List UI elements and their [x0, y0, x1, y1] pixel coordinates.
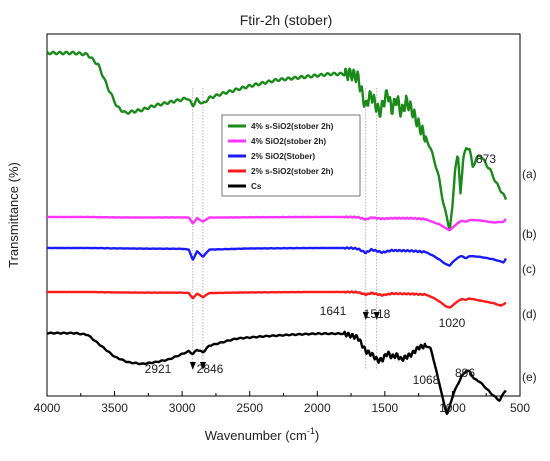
x-tick-label: 3500: [101, 401, 128, 415]
legend-entry-label: 4% s-SiO2(stober 2h): [251, 122, 334, 131]
x-tick-label: 500: [510, 401, 530, 415]
annotation-label-2921: 2921: [145, 362, 172, 376]
x-tick-label: 3000: [169, 401, 196, 415]
series-line-d: [46, 290, 507, 309]
series-label-e: (e): [522, 370, 537, 384]
y-axis-title: Transmittance (%): [6, 162, 21, 268]
x-axis: 4000 3500 3000 2500 2000 1500 1000 500: [34, 391, 530, 415]
x-tick-label: 2000: [304, 401, 331, 415]
series-label-a: (a): [522, 167, 537, 181]
annotation-arrow: [362, 312, 369, 320]
series-line-e: [46, 330, 507, 415]
series-label-c: (c): [522, 262, 536, 276]
annotation-arrow: [199, 362, 206, 370]
x-tick-label: 2500: [236, 401, 263, 415]
legend-entry-label: Cs: [251, 182, 262, 191]
annotation-label-873: 873: [476, 152, 496, 166]
legend-entry-label: 2% SiO2(Stober): [251, 152, 315, 161]
peak-annotations: 873164115181020292128461068896: [145, 152, 497, 387]
vertical-guide-lines: [192, 88, 378, 370]
x-axis-title-text: Wavenumber (cm: [205, 428, 307, 443]
x-axis-title-superscript: -1: [307, 426, 315, 436]
spectra-lines: [46, 50, 508, 415]
annotation-label-1068: 1068: [413, 373, 440, 387]
x-tick-label: 4000: [34, 401, 61, 415]
annotation-label-896: 896: [455, 366, 475, 380]
annotation-arrow: [373, 312, 380, 320]
legend-entry-label: 4% SiO2(stober 2h): [251, 137, 326, 146]
x-tick-label: 1000: [439, 401, 466, 415]
legend-entry-label: 2% s-SiO2(stober 2h): [251, 167, 334, 176]
chart-title: Ftir-2h (stober): [240, 12, 333, 28]
x-axis-title: Wavenumber (cm-1): [205, 426, 319, 443]
plot-frame: [46, 33, 521, 397]
annotation-arrow: [189, 362, 196, 370]
annotation-label-1641: 1641: [320, 304, 347, 318]
annotation-label-1020: 1020: [439, 316, 466, 330]
legend: 4% s-SiO2(stober 2h) 4% SiO2(stober 2h) 2%…: [221, 114, 361, 197]
series-line-c: [46, 246, 507, 267]
x-axis-title-close: ): [315, 428, 319, 443]
x-tick-label: 1500: [372, 401, 399, 415]
series-id-labels: (a) (b) (c) (d) (e): [522, 167, 537, 384]
series-line-b: [46, 215, 507, 232]
annotation-label-2846: 2846: [197, 362, 224, 376]
series-label-d: (d): [522, 307, 537, 321]
series-line-a: [46, 50, 508, 230]
series-label-b: (b): [522, 227, 537, 241]
